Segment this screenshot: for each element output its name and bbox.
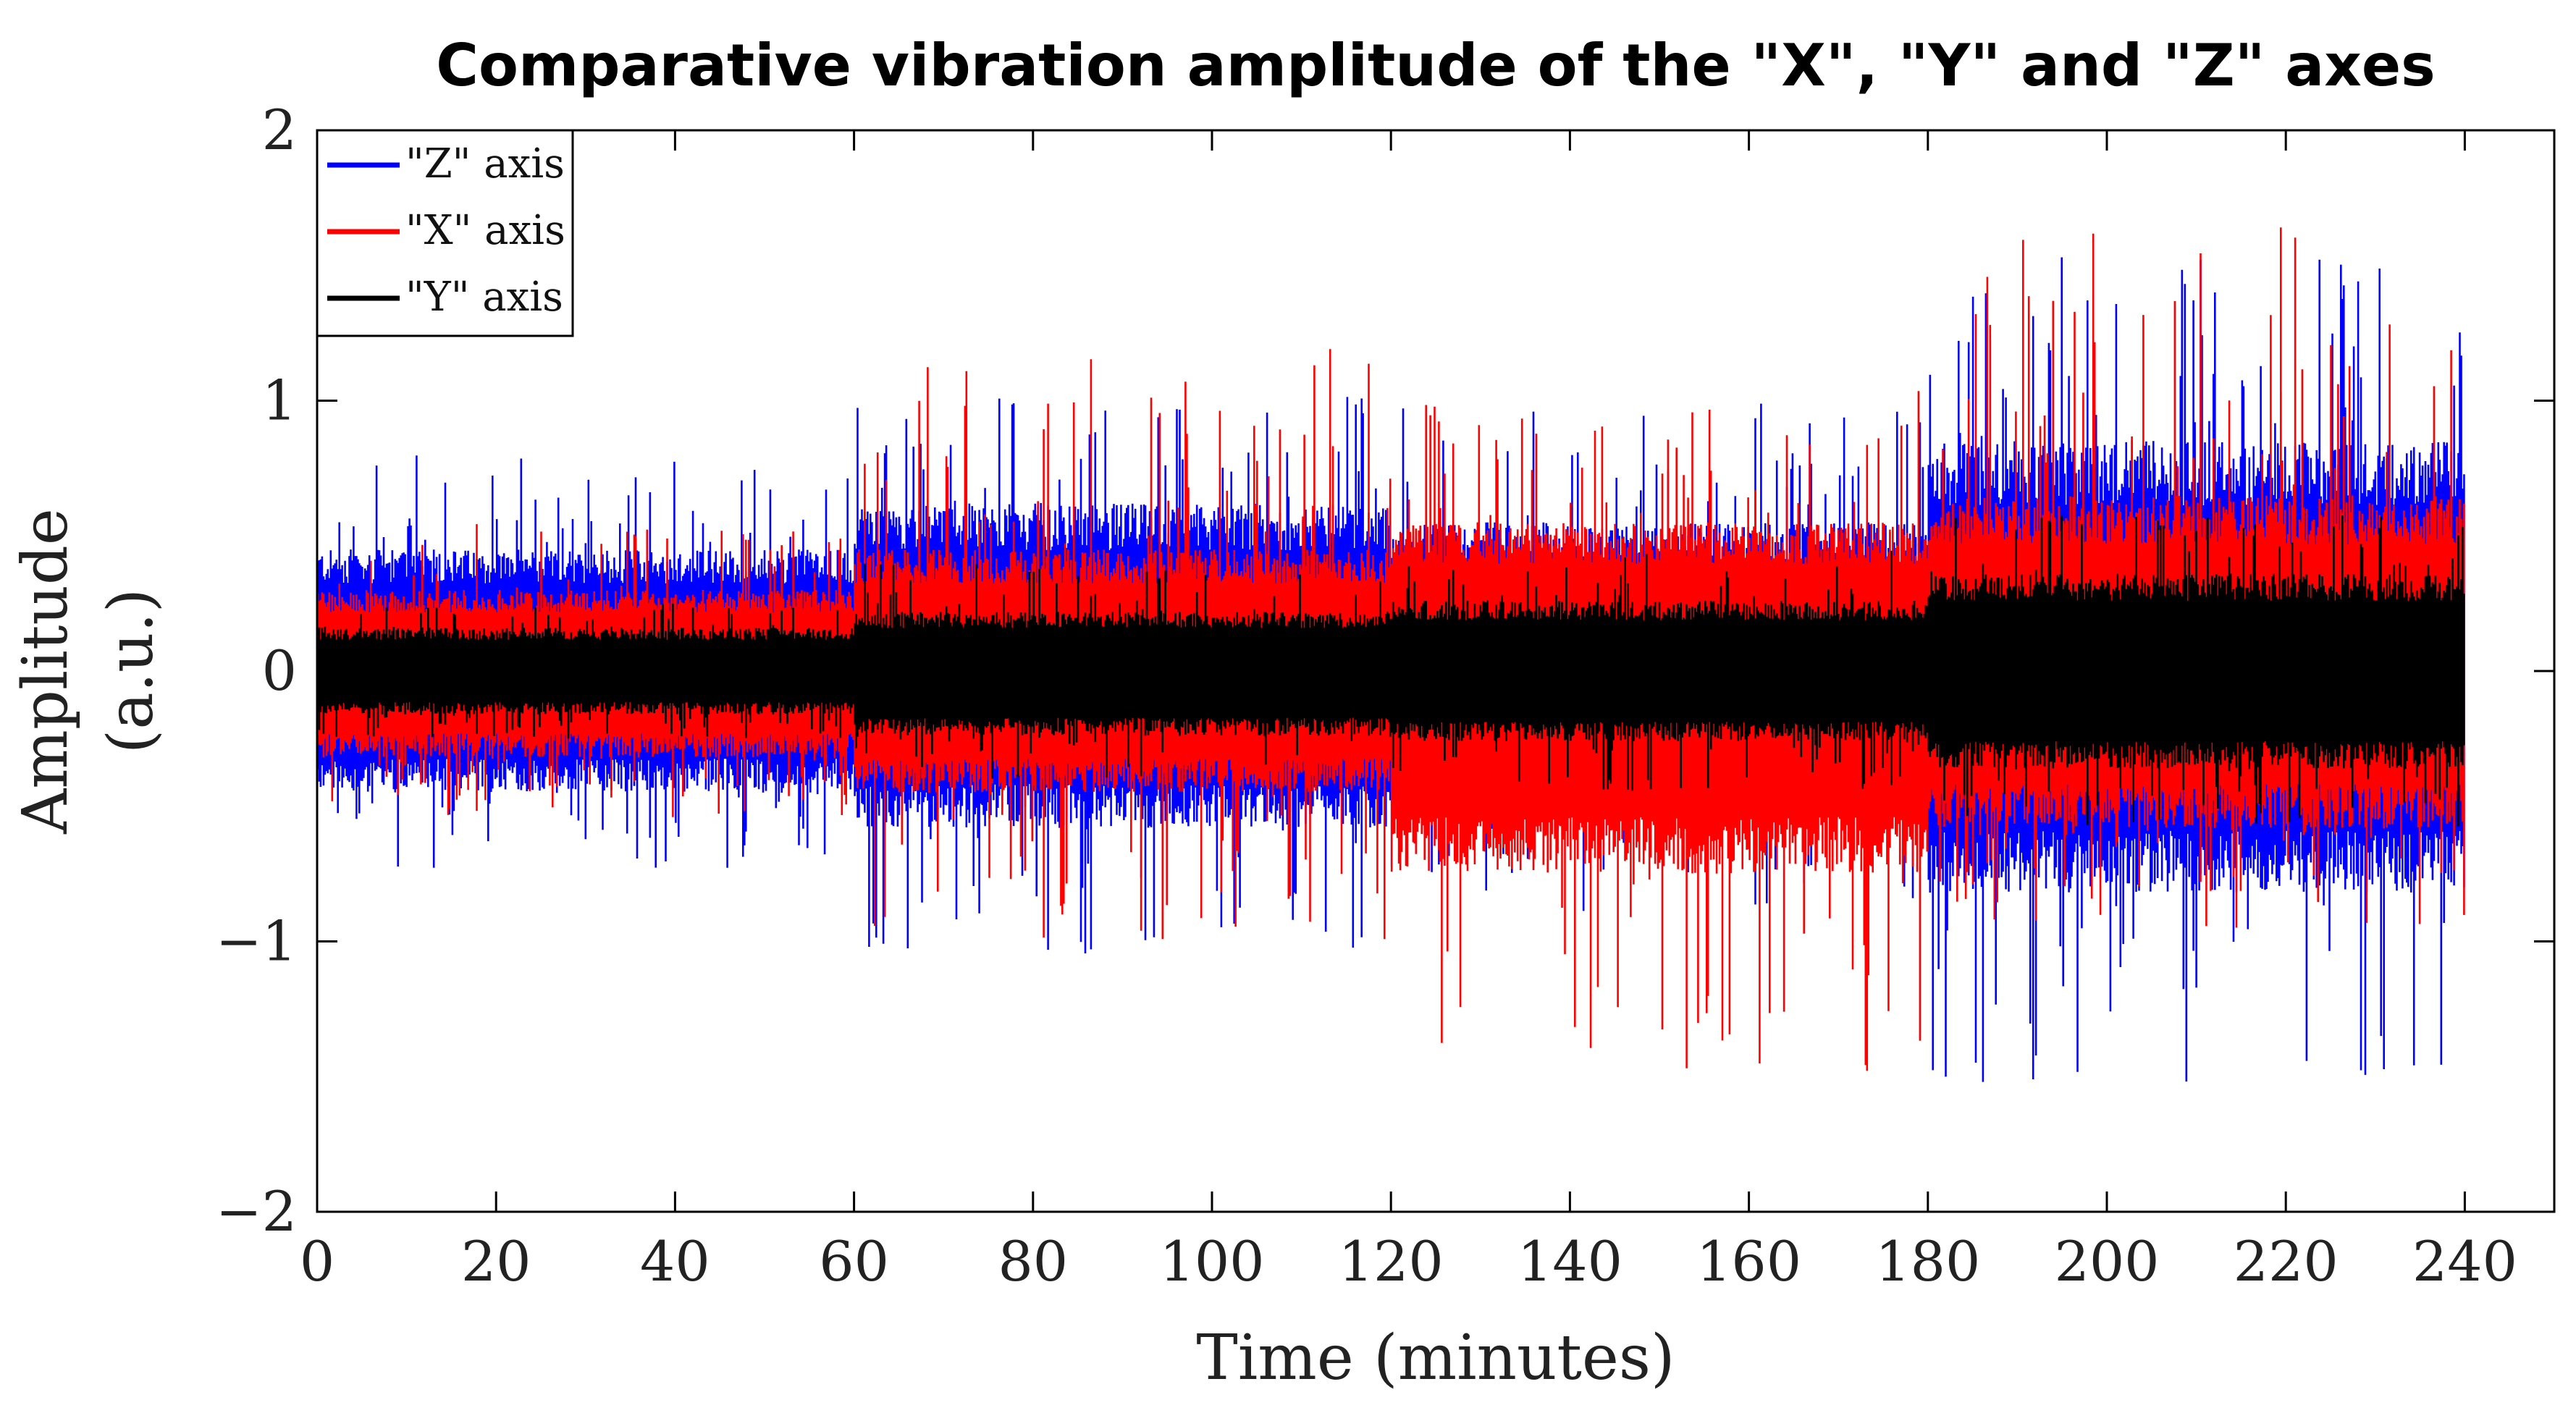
x-tick-label: 200 <box>2054 1229 2159 1294</box>
x-tick-label: 160 <box>1696 1229 1801 1294</box>
chart-title: Comparative vibration amplitude of the "… <box>436 32 2435 99</box>
legend-label-z: "Z" axis <box>405 140 565 187</box>
y-tick-label: −1 <box>216 909 297 974</box>
legend: "Z" axis "X" axis "Y" axis <box>316 129 574 337</box>
axis-ticks: 0 20 40 60 80 100 120 140 160 180 200 220 240 −2 −1 0 1 2 <box>216 98 2554 1294</box>
plot-traces <box>316 227 2465 1082</box>
y-tick-label: 1 <box>262 368 297 433</box>
legend-label-x: "X" axis <box>405 207 565 254</box>
y-axis-label-line2: (a.u.) <box>95 589 167 754</box>
x-tick-label: 20 <box>461 1229 531 1294</box>
x-tick-label: 60 <box>819 1229 889 1294</box>
y-tick-label: 2 <box>262 98 297 162</box>
x-tick-label: 180 <box>1875 1229 1980 1294</box>
x-tick-label: 220 <box>2234 1229 2339 1294</box>
y-tick-label: 0 <box>262 638 297 703</box>
y-axis-label-line1: Amplitude <box>9 508 82 835</box>
x-tick-label: 80 <box>998 1229 1068 1294</box>
x-axis-label: Time (minutes) <box>1196 1322 1675 1394</box>
y-tick-label: −2 <box>216 1179 297 1244</box>
x-tick-label: 0 <box>300 1229 334 1294</box>
x-tick-label: 140 <box>1518 1229 1622 1294</box>
x-tick-label: 240 <box>2412 1229 2517 1294</box>
x-tick-label: 40 <box>640 1229 710 1294</box>
legend-label-y: "Y" axis <box>405 274 563 321</box>
x-tick-label: 100 <box>1159 1229 1264 1294</box>
x-tick-label: 120 <box>1339 1229 1444 1294</box>
